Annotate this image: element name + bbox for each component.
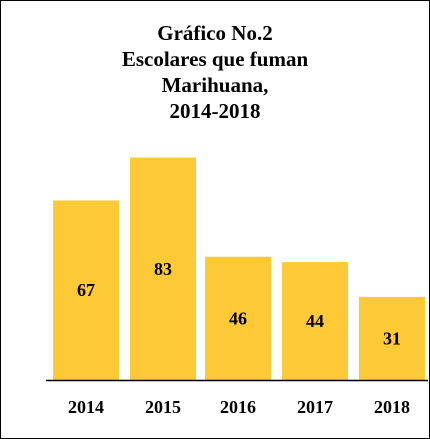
bar-2018 [359,296,425,380]
x-tick-label-2018: 2018 [374,397,410,417]
x-tick-label-2015: 2015 [145,397,181,417]
data-label-2018: 31 [383,328,401,348]
x-tick-label-2016: 2016 [220,397,256,417]
chart-title-line-3: Marihuana, [161,73,269,97]
bar-2017 [282,262,348,380]
bar-2016 [205,256,271,380]
data-label-2014: 67 [77,280,95,300]
data-label-2017: 44 [306,311,324,331]
data-label-2016: 46 [229,308,247,328]
bar-2015 [130,157,196,380]
data-label-2015: 83 [154,259,172,279]
chart-title-line-1: Gráfico No.2 [157,21,273,45]
x-tick-label-2014: 2014 [68,397,104,417]
chart-title-line-4: 2014-2018 [169,99,261,123]
bar-2014 [53,200,119,380]
chart-title: Gráfico No.2 Escolares que fuman Marihua… [0,20,430,124]
chart-title-line-2: Escolares que fuman [121,47,309,71]
x-tick-label-2017: 2017 [297,397,333,417]
